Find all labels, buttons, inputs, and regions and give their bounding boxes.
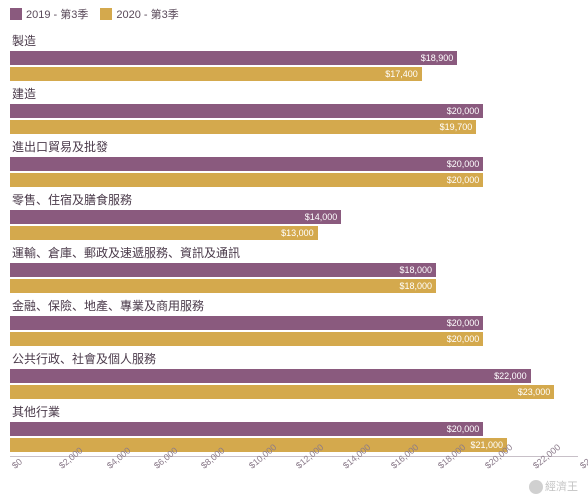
bar-value-label: $22,000: [494, 369, 527, 383]
bar-row: $18,900: [10, 51, 578, 65]
weibo-icon: [529, 480, 543, 494]
bar: $13,000: [10, 226, 318, 240]
bar-value-label: $20,000: [447, 332, 480, 346]
bar-row: $21,000: [10, 438, 578, 452]
legend-label-2020: 2020 - 第3季: [116, 6, 178, 22]
bar: $14,000: [10, 210, 341, 224]
category-group: 運輸、倉庫、郵政及速遞服務、資訊及通訊 $18,000 $18,000: [10, 244, 578, 293]
bar-value-label: $19,700: [440, 120, 473, 134]
bar-row: $18,000: [10, 263, 578, 277]
chart-legend: 2019 - 第3季 2020 - 第3季: [10, 6, 578, 22]
bar: $23,000: [10, 385, 554, 399]
bar: $21,000: [10, 438, 507, 452]
bar-value-label: $18,000: [399, 263, 432, 277]
bar-row: $13,000: [10, 226, 578, 240]
bar-value-label: $20,000: [447, 173, 480, 187]
category-group: 其他行業 $20,000 $21,000: [10, 403, 578, 452]
bar: $22,000: [10, 369, 531, 383]
bar: $20,000: [10, 173, 483, 187]
bar-row: $18,000: [10, 279, 578, 293]
bar: $17,400: [10, 67, 422, 81]
bar-row: $20,000: [10, 157, 578, 171]
bar: $18,000: [10, 279, 436, 293]
bar: $20,000: [10, 316, 483, 330]
bar-value-label: $20,000: [447, 422, 480, 436]
bar-value-label: $14,000: [305, 210, 338, 224]
category-group: 製造 $18,900$17,400: [10, 32, 578, 81]
category-group: 零售、住宿及膳食服務 $14,000 $13,000: [10, 191, 578, 240]
category-group: 建造 $20,000 $19,700: [10, 85, 578, 134]
legend-swatch-2019: [10, 8, 22, 20]
bar-row: $20,000: [10, 316, 578, 330]
bar: $20,000: [10, 104, 483, 118]
category-label: 進出口貿易及批發: [10, 138, 578, 155]
legend-item-2020: 2020 - 第3季: [100, 6, 178, 22]
legend-item-2019: 2019 - 第3季: [10, 6, 88, 22]
category-group: 公共行政、社會及個人服務 $22,000 $23,000: [10, 350, 578, 399]
category-group: 進出口貿易及批發 $20,000 $20,000: [10, 138, 578, 187]
bar-value-label: $18,900: [421, 51, 454, 65]
bar-value-label: $20,000: [447, 157, 480, 171]
bar-row: $20,000: [10, 422, 578, 436]
bar-value-label: $23,000: [518, 385, 551, 399]
legend-label-2019: 2019 - 第3季: [26, 6, 88, 22]
bar: $20,000: [10, 157, 483, 171]
x-axis: $0$2,000$4,000$6,000$8,000$10,000$12,000…: [10, 456, 578, 486]
bar-row: $20,000: [10, 104, 578, 118]
category-label: 運輸、倉庫、郵政及速遞服務、資訊及通訊: [10, 244, 578, 261]
bar-row: $20,000: [10, 332, 578, 346]
bar-row: $14,000: [10, 210, 578, 224]
bar-row: $22,000: [10, 369, 578, 383]
legend-swatch-2020: [100, 8, 112, 20]
bar-value-label: $13,000: [281, 226, 314, 240]
category-group: 金融、保險、地產、專業及商用服務 $20,000 $20,000: [10, 297, 578, 346]
axis-tick: $24,000: [578, 442, 588, 471]
chart-bars-area: 製造 $18,900$17,400 建造 $20,000 $19,700 進出口貿易及批發…: [10, 32, 578, 452]
bar: $18,900: [10, 51, 457, 65]
category-label: 製造: [10, 32, 578, 49]
category-label: 其他行業: [10, 403, 578, 420]
bar-value-label: $20,000: [447, 104, 480, 118]
category-label: 零售、住宿及膳食服務: [10, 191, 578, 208]
bar: $20,000: [10, 422, 483, 436]
bar-value-label: $20,000: [447, 316, 480, 330]
bar-row: $20,000: [10, 173, 578, 187]
category-label: 建造: [10, 85, 578, 102]
watermark: 經濟王: [529, 478, 578, 494]
bar: $20,000: [10, 332, 483, 346]
bar-value-label: $17,400: [385, 67, 418, 81]
bar-value-label: $18,000: [399, 279, 432, 293]
bar-row: $19,700: [10, 120, 578, 134]
watermark-text: 經濟王: [545, 481, 578, 493]
category-label: 金融、保險、地產、專業及商用服務: [10, 297, 578, 314]
axis-tick: $0: [10, 457, 24, 471]
bar: $18,000: [10, 263, 436, 277]
bar-row: $17,400: [10, 67, 578, 81]
bar-row: $23,000: [10, 385, 578, 399]
category-label: 公共行政、社會及個人服務: [10, 350, 578, 367]
bar: $19,700: [10, 120, 476, 134]
